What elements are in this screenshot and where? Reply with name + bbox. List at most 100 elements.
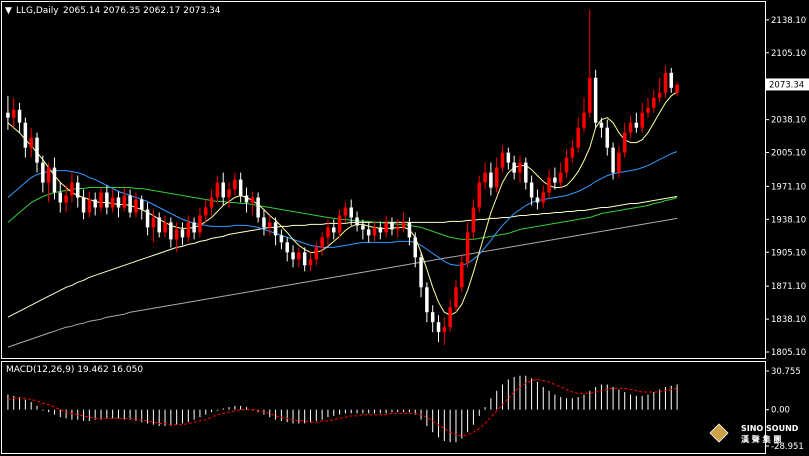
candle [506,147,511,170]
candle [105,185,109,215]
candle [407,217,412,246]
candle [442,317,447,346]
candle-body [541,192,545,203]
logo-chinese: 漢 聲 集 團 [741,434,781,444]
chart-menu-icon[interactable]: ▼ [5,6,12,16]
macd-histogram-bar [531,378,533,410]
macd-histogram-bar [205,409,207,415]
candle-body [436,322,441,333]
ma-blue-line [7,151,678,266]
macd-histogram-bar [170,409,172,426]
macd-histogram-bar [240,405,242,410]
candle-body [58,192,63,203]
candle [617,145,621,178]
macd-tick-label: 30.755 [771,367,801,377]
candle [640,102,644,133]
macd-histogram-bar [635,395,637,410]
macd-histogram-bar [478,409,480,416]
candle [524,157,528,190]
candle-body [268,222,272,228]
candle-body [134,199,138,213]
candle [366,222,371,243]
candle-body [186,222,191,238]
candle [209,189,214,216]
candle [419,252,423,298]
candle [361,219,365,240]
price-tick-label: 2105.10 [771,49,806,59]
candle [52,157,57,200]
candle [41,155,45,193]
candle-body [198,215,202,233]
macd-histogram-bar [426,409,428,426]
macd-histogram-bar [36,405,38,410]
candle-body [401,222,406,228]
candle-body [70,182,74,196]
macd-histogram-bar [152,409,154,425]
candle-body [576,127,580,148]
macd-histogram-bar [83,409,85,421]
candle-body [477,182,481,208]
candle-body [448,307,452,328]
price-panel-frame [1,1,766,359]
macd-histogram-bar [106,409,108,419]
candle-body [140,199,144,210]
symbol-label: LLG,Daily [16,6,59,16]
candle-body [250,197,255,203]
macd-histogram-bar [443,409,445,442]
macd-histogram-bar [280,409,282,421]
candle-body [419,257,423,288]
candle-body [244,195,249,203]
candle-body [256,197,260,218]
candle-body [157,217,161,233]
candle-body [145,209,150,228]
candle [663,65,668,98]
candle-body [593,77,598,123]
candle [140,195,144,220]
candle [320,232,324,256]
candle [23,117,28,158]
candle [180,222,185,246]
candle [81,189,86,220]
macd-histogram-bar [251,409,253,411]
macd-histogram-bar [135,409,137,421]
candle-body [285,242,289,253]
candle-body [558,172,563,183]
candle [646,97,650,118]
candle-body [425,287,429,313]
candle [390,217,394,236]
candle [145,202,150,236]
macd-histogram-bar [315,409,317,421]
price-tick-label: 1805.10 [771,348,806,358]
candle-body [233,179,237,190]
candle-body [460,262,464,288]
candle-body [302,252,307,266]
candle [93,192,97,216]
candle-body [396,227,400,230]
candle-body [221,182,225,198]
candle [314,242,319,266]
macd-histogram-bar [577,397,579,410]
candle-body [291,252,295,260]
macd-histogram-bar [59,409,61,418]
candle [553,167,557,190]
candle [512,155,516,180]
candle [227,182,231,208]
candle-body [11,109,16,118]
candle [250,191,255,216]
macd-histogram-bar [554,394,556,410]
current-price-box [766,78,809,91]
macd-histogram-bar [571,398,573,410]
macd-histogram-bar [647,394,649,410]
macd-histogram-bar [397,409,399,413]
macd-histogram-bar [211,409,213,413]
candle-body [372,227,377,236]
candle [669,67,674,93]
candle-body [361,225,365,230]
candle [500,145,505,173]
candle [134,192,138,218]
candle [291,245,295,268]
macd-histogram-bar [414,409,416,415]
candle [87,191,92,218]
macd-panel-frame [1,361,766,454]
